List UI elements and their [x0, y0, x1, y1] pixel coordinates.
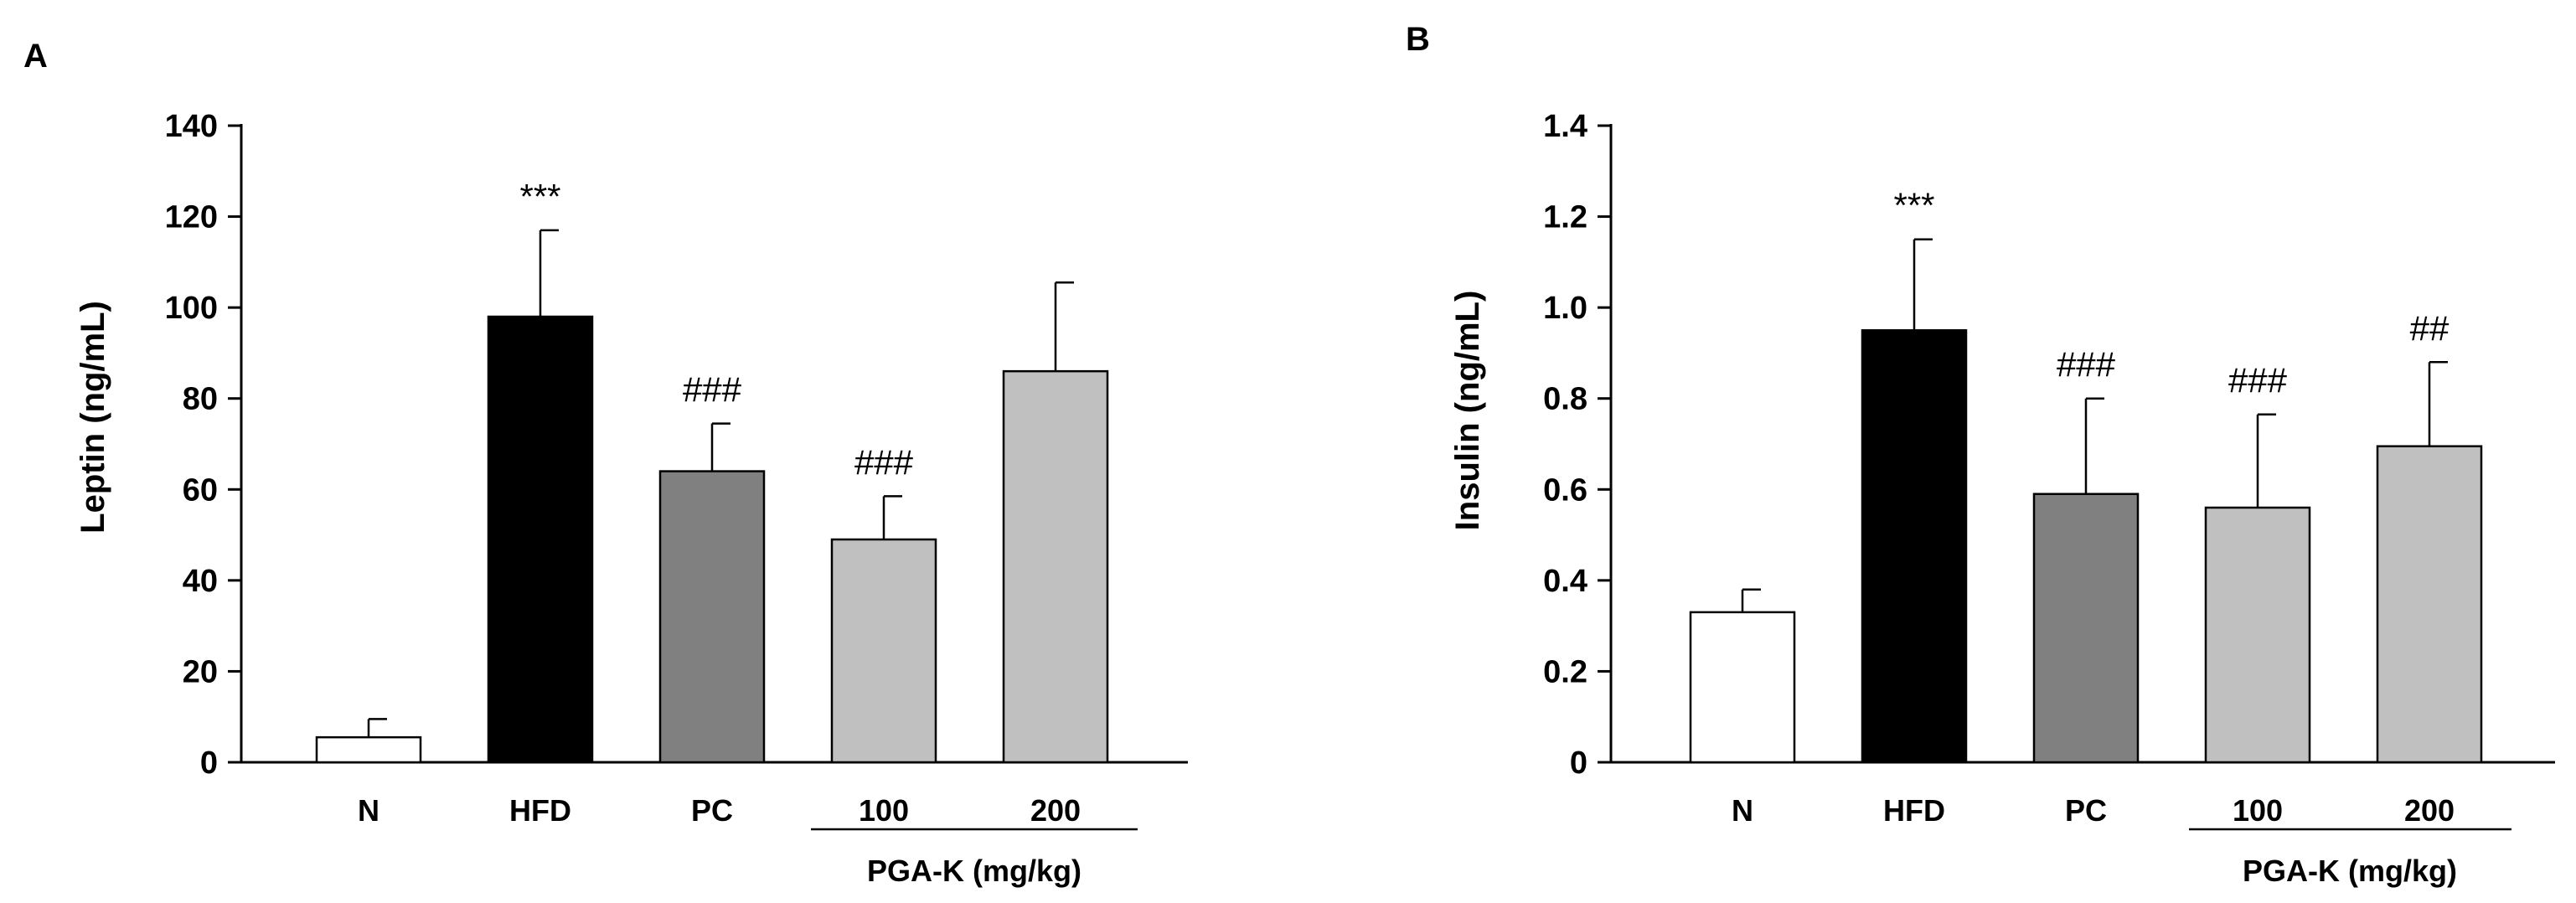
- panel-b-significance-label: ***: [1893, 186, 1934, 225]
- panel-a-bar-100: [830, 538, 937, 764]
- panel-b-bar-n: [1689, 611, 1796, 764]
- panel-b-group-label: PGA-K (mg/kg): [2243, 854, 2457, 888]
- panel-a-bar-hfd: [487, 315, 594, 764]
- panel-a-y-tick-label: 100: [165, 291, 218, 326]
- panel-b-significance-label: ##: [2410, 308, 2450, 348]
- panel-a-category-label: PC: [691, 793, 733, 828]
- panel-a-bar-200: [1002, 369, 1109, 764]
- panel-b-y-tick-label: 0.4: [1543, 564, 1587, 599]
- panel-a-category-label: 200: [1030, 793, 1081, 828]
- panel-a-bar-pc: [658, 470, 766, 764]
- panel-b-y-axis-label: Insulin (ng/mL): [1449, 291, 1486, 531]
- panel-a-y-tick-label: 60: [183, 472, 218, 508]
- panel-b-bars: ***### #####: [1689, 186, 2483, 764]
- panel-b-y-tick-label: 0: [1570, 746, 1587, 781]
- panel-b-y-tick-label: 1.2: [1543, 200, 1587, 235]
- panel-b-letter: B: [1406, 21, 1430, 58]
- panel-a-y-ticks: 0 20 40 60 80 100 120 140: [165, 109, 241, 781]
- panel-a-significance-label: ###: [683, 370, 742, 410]
- panel-b-category-label: N: [1732, 793, 1753, 828]
- panel-b-category-label: HFD: [1883, 793, 1945, 828]
- panel-a-significance-label: ###: [854, 442, 914, 482]
- panel-b-significance-label: ###: [2057, 345, 2116, 384]
- panel-a-category-label: 100: [859, 793, 909, 828]
- panel-b-y-tick-label: 1.4: [1543, 109, 1587, 144]
- panel-b-bar-100: [2204, 506, 2311, 764]
- panel-a-y-tick-label: 40: [183, 564, 218, 599]
- panel-a-bars: *** ### ###: [315, 177, 1109, 764]
- panel-b-category-label: 200: [2404, 793, 2455, 828]
- panel-a-category-label: N: [358, 793, 379, 828]
- panel-b-significance-label: ###: [2228, 361, 2288, 400]
- panel-a-bar-n: [315, 735, 422, 764]
- panel-b-y-tick-label: 0.8: [1543, 382, 1587, 417]
- panel-b-bar-hfd: [1861, 329, 1968, 764]
- panel-a-category-label: HFD: [509, 793, 571, 828]
- panel-b-category-labels: N HFD PC 100 200: [1732, 793, 2455, 828]
- panel-b-y-tick-label: 0.2: [1543, 654, 1587, 689]
- panel-b-y-ticks: 0 0.2 0.4 0.6 0.8 1.0 1.2 1.4: [1543, 109, 1611, 781]
- panel-a-y-axis-label: Leptin (ng/mL): [75, 301, 111, 534]
- panel-a-y-tick-label: 0: [200, 746, 218, 781]
- panel-a-y-tick-label: 80: [183, 382, 218, 417]
- panel-a-group-label: PGA-K (mg/kg): [867, 854, 1082, 888]
- panel-b-bar-200: [2376, 445, 2483, 764]
- panel-a-y-tick-label: 120: [165, 200, 218, 235]
- panel-a-category-labels: N HFD PC 100 200: [358, 793, 1081, 828]
- panel-a-y-tick-label: 140: [165, 109, 218, 144]
- panel-a-leptin-chart: A Leptin (ng/mL) 0 20 40 60 80 100 120 140 *** #…: [23, 38, 1188, 888]
- panel-b-insulin-chart: B Insulin (ng/mL) 0 0.2 0.4 0.6 0.8 1.0 1.2 1.4…: [1406, 21, 2555, 888]
- panel-b-category-label: 100: [2233, 793, 2283, 828]
- panel-b-bar-pc: [2032, 493, 2140, 764]
- panel-a-letter: A: [23, 38, 48, 75]
- panel-b-category-label: PC: [2065, 793, 2107, 828]
- panel-a-significance-label: ***: [519, 177, 560, 216]
- panel-a-y-tick-label: 20: [183, 654, 218, 689]
- panel-b-y-tick-label: 1.0: [1543, 291, 1587, 326]
- panel-b-y-tick-label: 0.6: [1543, 472, 1587, 508]
